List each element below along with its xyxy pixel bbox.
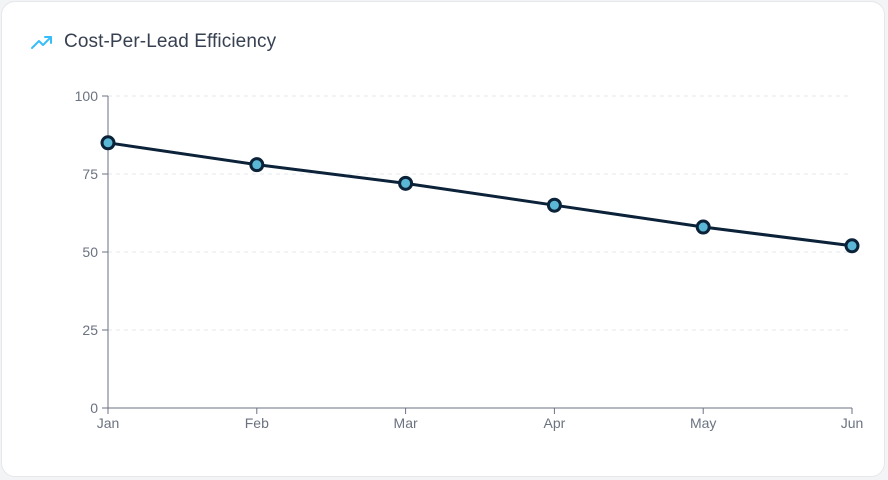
y-tick-label: 100 [75,88,99,104]
data-point-may[interactable] [695,219,711,235]
trending-up-icon [31,36,52,49]
axes [102,95,853,414]
series-line-0 [106,141,854,248]
chart-title: Cost-Per-Lead Efficiency [64,31,277,52]
y-tick-label: 0 [90,400,98,416]
x-tick-label-may: May [690,415,716,431]
x-tick-label-jun: Jun [841,415,864,431]
x-tick-label-mar: Mar [394,415,418,431]
data-point-jun[interactable] [844,238,860,254]
tick-labels: 0 25 50 75 100 Jan Feb Mar Apr May Jun [75,88,864,431]
x-tick-label-jan: Jan [97,415,120,431]
chart-header: Cost-Per-Lead Efficiency [30,28,276,56]
y-tick-label: 50 [82,244,98,260]
data-point-feb[interactable] [249,157,265,173]
x-tick-label-feb: Feb [245,415,269,431]
series-line [106,141,854,248]
grid-lines [108,95,852,331]
y-tick-label: 25 [82,322,98,338]
data-points [100,135,860,254]
data-point-jan[interactable] [100,135,116,151]
x-tick-label-apr: Apr [544,415,566,431]
y-tick-label: 75 [82,166,98,182]
data-point-apr[interactable] [546,197,562,213]
data-point-mar[interactable] [398,175,414,191]
